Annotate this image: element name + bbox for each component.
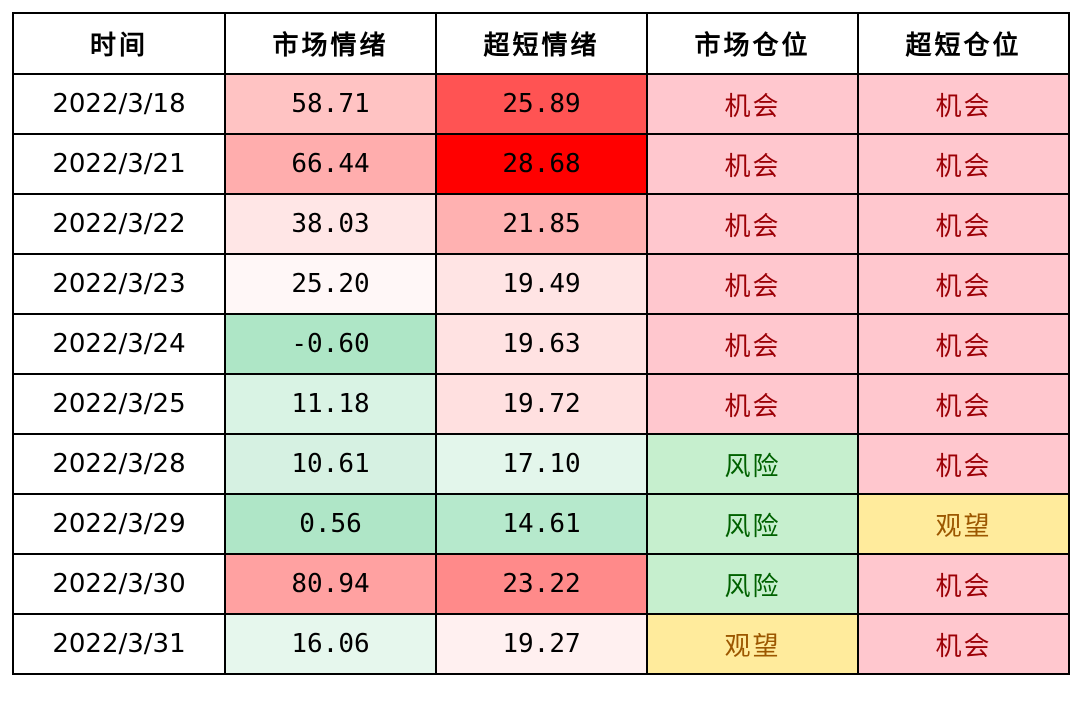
ultra-short-position-cell: 机会 (857, 373, 1070, 435)
table-row: 2022/3/23 25.20 19.49 机会 机会 (12, 253, 1070, 315)
ultra-short-sentiment-cell: 25.89 (435, 73, 648, 135)
market-sentiment-cell: 10.61 (224, 433, 437, 495)
table-body: 2022/3/18 58.71 25.89 机会 机会 2022/3/21 66.44 28.… (12, 73, 1070, 675)
header-ultra-short-position: 超短仓位 (857, 12, 1070, 75)
sentiment-position-table: 时间 市场情绪 超短情绪 市场仓位 超短仓位 2022/3/18 58.71 25.… (12, 12, 1070, 675)
table-row: 2022/3/18 58.71 25.89 机会 机会 (12, 73, 1070, 135)
date-cell: 2022/3/22 (12, 193, 226, 255)
ultra-short-sentiment-cell: 21.85 (435, 193, 648, 255)
header-market-position: 市场仓位 (646, 12, 859, 75)
date-cell: 2022/3/31 (12, 613, 226, 675)
header-market-sentiment: 市场情绪 (224, 12, 437, 75)
date-cell: 2022/3/23 (12, 253, 226, 315)
market-position-cell: 机会 (646, 313, 859, 375)
date-cell: 2022/3/28 (12, 433, 226, 495)
date-cell: 2022/3/29 (12, 493, 226, 555)
ultra-short-sentiment-cell: 28.68 (435, 133, 648, 195)
header-date: 时间 (12, 12, 226, 75)
table-row: 2022/3/31 16.06 19.27 观望 机会 (12, 613, 1070, 675)
market-position-cell: 机会 (646, 253, 859, 315)
ultra-short-position-cell: 机会 (857, 313, 1070, 375)
ultra-short-position-cell: 机会 (857, 253, 1070, 315)
market-sentiment-cell: 38.03 (224, 193, 437, 255)
date-cell: 2022/3/25 (12, 373, 226, 435)
ultra-short-sentiment-cell: 19.72 (435, 373, 648, 435)
market-position-cell: 观望 (646, 613, 859, 675)
ultra-short-position-cell: 机会 (857, 193, 1070, 255)
table-row: 2022/3/30 80.94 23.22 风险 机会 (12, 553, 1070, 615)
date-cell: 2022/3/18 (12, 73, 226, 135)
market-sentiment-cell: 66.44 (224, 133, 437, 195)
market-position-cell: 机会 (646, 373, 859, 435)
table-row: 2022/3/25 11.18 19.72 机会 机会 (12, 373, 1070, 435)
ultra-short-position-cell: 机会 (857, 133, 1070, 195)
header-ultra-short-sentiment: 超短情绪 (435, 12, 648, 75)
ultra-short-sentiment-cell: 14.61 (435, 493, 648, 555)
market-position-cell: 机会 (646, 73, 859, 135)
ultra-short-position-cell: 观望 (857, 493, 1070, 555)
market-position-cell: 机会 (646, 193, 859, 255)
market-sentiment-cell: 80.94 (224, 553, 437, 615)
market-sentiment-cell: 25.20 (224, 253, 437, 315)
ultra-short-sentiment-cell: 17.10 (435, 433, 648, 495)
market-position-cell: 风险 (646, 553, 859, 615)
table-row: 2022/3/21 66.44 28.68 机会 机会 (12, 133, 1070, 195)
ultra-short-position-cell: 机会 (857, 433, 1070, 495)
ultra-short-sentiment-cell: 23.22 (435, 553, 648, 615)
market-sentiment-cell: -0.60 (224, 313, 437, 375)
market-sentiment-cell: 0.56 (224, 493, 437, 555)
ultra-short-sentiment-cell: 19.27 (435, 613, 648, 675)
ultra-short-sentiment-cell: 19.63 (435, 313, 648, 375)
date-cell: 2022/3/30 (12, 553, 226, 615)
market-sentiment-cell: 11.18 (224, 373, 437, 435)
market-position-cell: 机会 (646, 133, 859, 195)
ultra-short-sentiment-cell: 19.49 (435, 253, 648, 315)
table-row: 2022/3/29 0.56 14.61 风险 观望 (12, 493, 1070, 555)
date-cell: 2022/3/24 (12, 313, 226, 375)
market-sentiment-cell: 58.71 (224, 73, 437, 135)
header-row: 时间 市场情绪 超短情绪 市场仓位 超短仓位 (12, 12, 1070, 75)
market-position-cell: 风险 (646, 433, 859, 495)
table-row: 2022/3/28 10.61 17.10 风险 机会 (12, 433, 1070, 495)
market-sentiment-cell: 16.06 (224, 613, 437, 675)
date-cell: 2022/3/21 (12, 133, 226, 195)
ultra-short-position-cell: 机会 (857, 553, 1070, 615)
ultra-short-position-cell: 机会 (857, 73, 1070, 135)
table-row: 2022/3/22 38.03 21.85 机会 机会 (12, 193, 1070, 255)
table-row: 2022/3/24 -0.60 19.63 机会 机会 (12, 313, 1070, 375)
market-position-cell: 风险 (646, 493, 859, 555)
ultra-short-position-cell: 机会 (857, 613, 1070, 675)
